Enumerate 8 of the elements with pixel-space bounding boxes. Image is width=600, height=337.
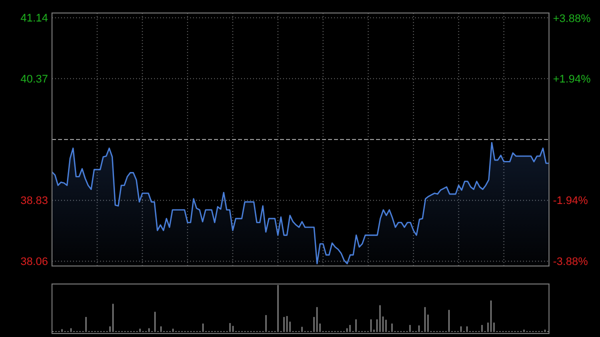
y-tick-label: 38.83 bbox=[20, 195, 48, 208]
y2-tick-label: +3.88% bbox=[553, 12, 591, 25]
y-tick-label: 40.37 bbox=[20, 73, 48, 86]
y2-tick-label: +1.94% bbox=[553, 74, 591, 86]
y2-tick-label: -1.94% bbox=[553, 195, 588, 208]
y-tick-label: 38.06 bbox=[20, 256, 48, 268]
y2-tick-label: -3.88% bbox=[553, 256, 588, 268]
y-tick-label: 41.14 bbox=[20, 12, 48, 25]
